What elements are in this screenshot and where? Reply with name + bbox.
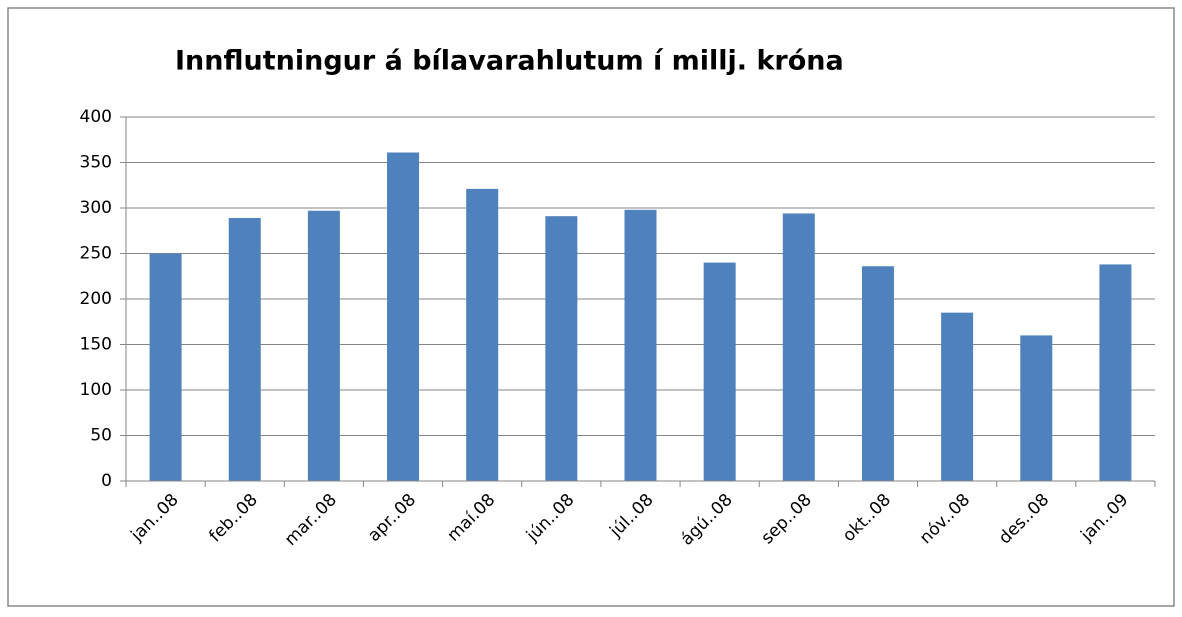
bar xyxy=(782,213,815,481)
bar xyxy=(1020,335,1053,481)
y-tick-label: 400 xyxy=(80,107,112,127)
bar xyxy=(624,209,657,481)
y-tick-label: 300 xyxy=(80,198,112,218)
y-tick-label: 150 xyxy=(80,335,112,355)
y-tick-label: 50 xyxy=(90,426,112,446)
chart-frame xyxy=(7,7,1175,607)
bar xyxy=(941,312,974,481)
bar xyxy=(545,216,578,481)
bar xyxy=(228,218,261,481)
bar xyxy=(149,253,182,481)
y-tick-label: 350 xyxy=(80,153,112,173)
bar xyxy=(703,262,736,481)
bar xyxy=(307,210,340,482)
bar xyxy=(1099,264,1132,481)
y-tick-label: 250 xyxy=(80,244,112,264)
bar xyxy=(387,152,420,482)
bar xyxy=(861,266,894,481)
y-tick-label: 100 xyxy=(80,380,112,400)
bar xyxy=(466,188,499,481)
y-tick-label: 0 xyxy=(101,471,112,491)
chart-title: Innflutningur á bílavarahlutum í millj. … xyxy=(175,46,844,77)
y-tick-label: 200 xyxy=(80,289,112,309)
